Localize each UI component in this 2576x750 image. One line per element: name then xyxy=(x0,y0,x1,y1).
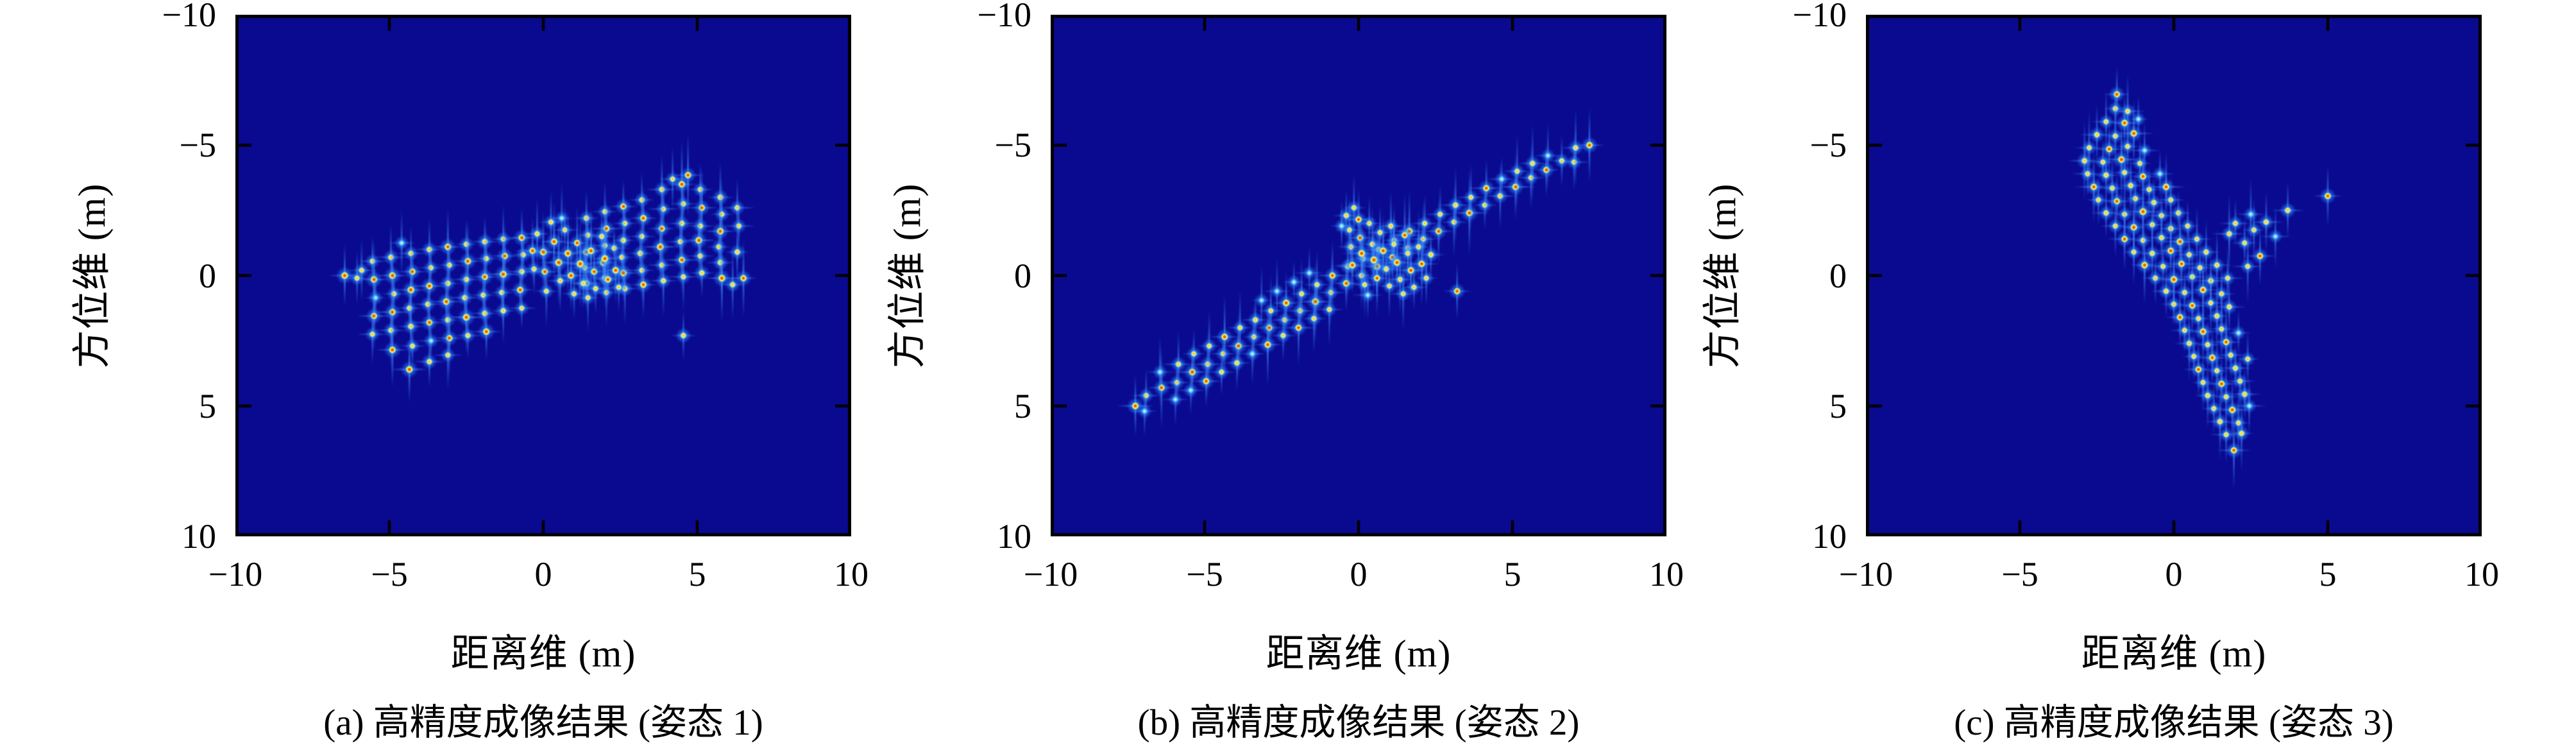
subfigure-caption-c: (c) 高精度成像结果 (姿态 3) xyxy=(1954,703,2394,743)
y-tick-label: 5 xyxy=(1829,386,1847,425)
x-tick-label: 5 xyxy=(688,555,706,593)
x-tick-label: 0 xyxy=(534,555,552,593)
panel-c: 方位维 (m) −10 −5 0 5 10 −10 −5 0 5 10 距离维 (m) (c) … xyxy=(1631,0,2503,750)
x-tick-label: 10 xyxy=(834,555,869,593)
panel-a: 方位维 (m) −10 −5 0 5 10 −10 −5 0 5 10 距离维 (m) (a) … xyxy=(0,0,872,750)
y-tick-label: 0 xyxy=(1829,256,1847,295)
y-tick-label: 0 xyxy=(199,256,216,295)
x-tick-label: 0 xyxy=(2165,555,2183,593)
x-tick-label: 10 xyxy=(1649,555,1684,593)
x-tick-label: 0 xyxy=(1350,555,1368,593)
scatter-canvas-c xyxy=(1866,15,2482,536)
panel-b: 方位维 (m) −10 −5 0 5 10 −10 −5 0 5 10 距离维 (m) (b) … xyxy=(815,0,1688,750)
plot-area-a xyxy=(235,15,851,536)
y-tick-label: −5 xyxy=(994,126,1031,165)
y-tick-label: −10 xyxy=(162,0,216,34)
scatter-canvas-b xyxy=(1051,15,1666,536)
y-tick-label: −5 xyxy=(179,126,216,165)
x-tick-label: −10 xyxy=(1023,555,1078,593)
y-tick-label: 5 xyxy=(1014,386,1031,425)
y-tick-label: 10 xyxy=(997,517,1031,556)
plot-area-c xyxy=(1866,15,2482,536)
x-tick-label: 5 xyxy=(2319,555,2337,593)
subfigure-caption-a: (a) 高精度成像结果 (姿态 1) xyxy=(323,703,763,743)
x-tick-label: 5 xyxy=(1504,555,1521,593)
y-tick-label: 10 xyxy=(182,517,216,556)
x-axis-label: 距离维 (m) xyxy=(450,633,636,675)
y-tick-label: 5 xyxy=(199,386,216,425)
y-tick-label: −10 xyxy=(977,0,1031,34)
plot-area-b xyxy=(1051,15,1666,536)
y-tick-label: −5 xyxy=(1809,126,1847,165)
x-tick-label: −5 xyxy=(2001,555,2038,593)
subfigure-caption-b: (b) 高精度成像结果 (姿态 2) xyxy=(1137,703,1580,743)
y-tick-label: 10 xyxy=(1812,517,1847,556)
x-axis-label: 距离维 (m) xyxy=(2081,633,2267,675)
x-tick-label: −10 xyxy=(208,555,263,593)
y-tick-label: 0 xyxy=(1014,256,1031,295)
x-axis-label: 距离维 (m) xyxy=(1266,633,1452,675)
y-tick-label: −10 xyxy=(1792,0,1847,34)
x-tick-label: −5 xyxy=(371,555,408,593)
scatter-canvas-a xyxy=(235,15,851,536)
x-tick-label: −10 xyxy=(1838,555,1894,593)
x-tick-label: −5 xyxy=(1186,555,1223,593)
x-tick-label: 10 xyxy=(2464,555,2499,593)
